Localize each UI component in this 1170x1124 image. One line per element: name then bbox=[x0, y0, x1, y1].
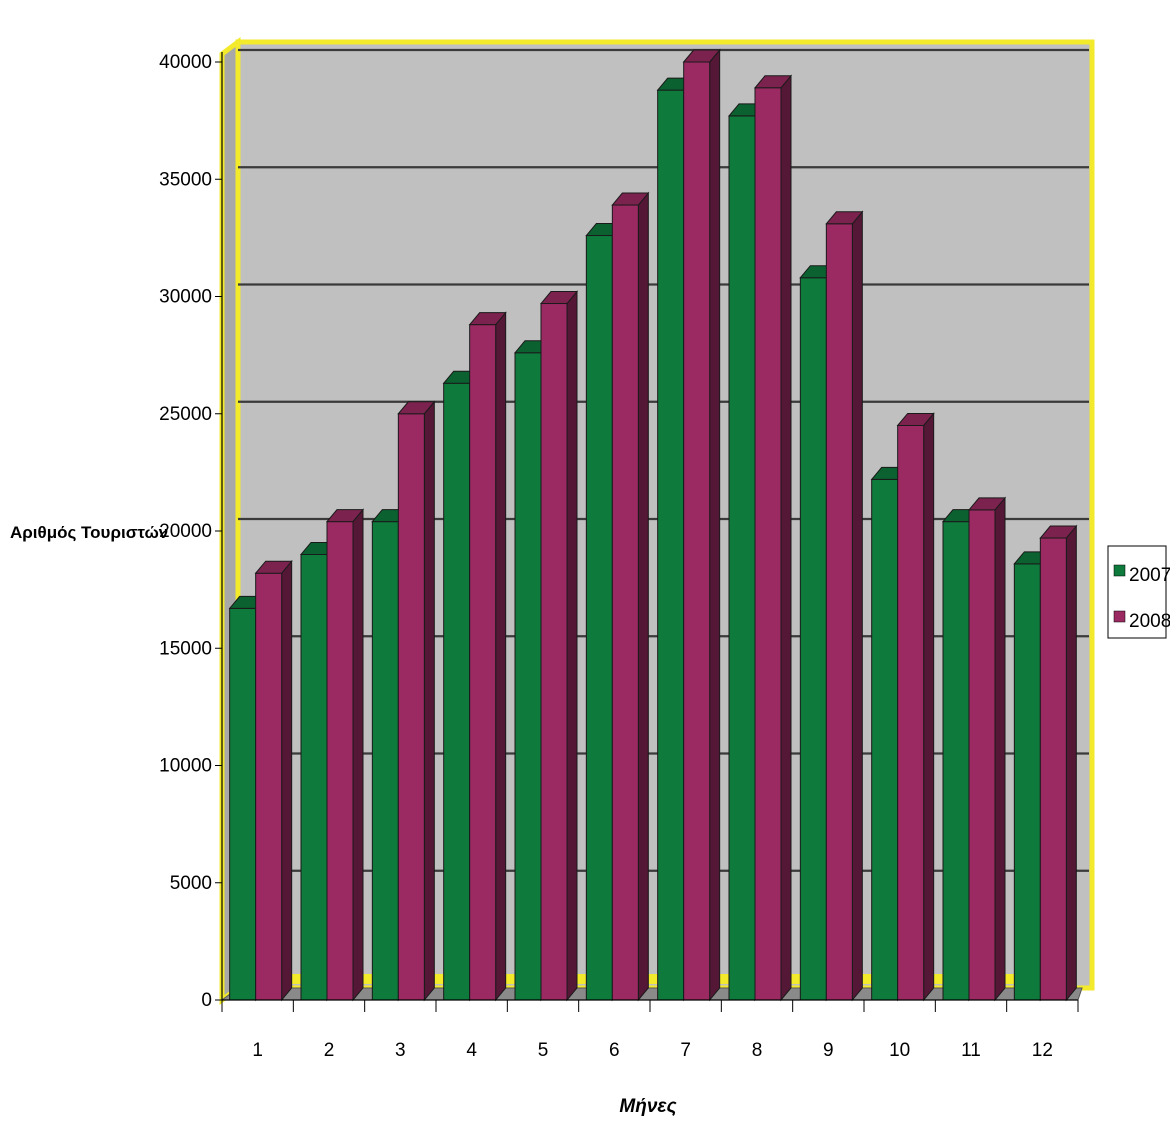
y-tick-label: 0 bbox=[201, 990, 212, 1011]
bar-front-face bbox=[683, 61, 711, 1001]
bar-2008-month-9 bbox=[825, 210, 864, 1002]
bar-front-face bbox=[540, 303, 568, 1001]
bar-front-face bbox=[371, 521, 399, 1001]
bar-front-face bbox=[585, 235, 613, 1001]
bar-front-face bbox=[300, 553, 328, 1001]
bar-front-face bbox=[728, 115, 756, 1001]
bar-side-face bbox=[495, 311, 507, 1002]
x-tick-label: 5 bbox=[538, 1040, 549, 1061]
bar-front-face bbox=[968, 509, 996, 1001]
bar-top-face bbox=[468, 312, 507, 326]
bar-side-face bbox=[709, 48, 721, 1002]
y-axis-label: Αριθμός Τουριστών bbox=[10, 523, 168, 542]
x-tick-label: 7 bbox=[680, 1040, 691, 1061]
bar-front-face bbox=[514, 352, 542, 1001]
bar-2008-month-10 bbox=[896, 412, 935, 1002]
legend-box bbox=[1107, 545, 1167, 639]
x-tick-label: 8 bbox=[752, 1040, 763, 1061]
y-tick-label: 20000 bbox=[159, 521, 212, 542]
bar-front-face bbox=[611, 204, 639, 1001]
y-tick-label: 15000 bbox=[159, 638, 212, 659]
bar-front-face bbox=[897, 424, 925, 1001]
x-tick-label: 10 bbox=[889, 1040, 910, 1061]
y-tick-label: 40000 bbox=[159, 52, 212, 73]
x-axis-label: Μήνες bbox=[619, 1096, 677, 1117]
bar-top-face bbox=[896, 412, 935, 426]
bar-2008-month-5 bbox=[539, 290, 579, 1002]
bar-side-face bbox=[1065, 524, 1077, 1002]
bar-front-face bbox=[229, 607, 257, 1001]
axes: 0 5000 10000 15000 20000 25000 30000 35000 40000… bbox=[159, 52, 1079, 1061]
bar-side-face bbox=[780, 74, 792, 1002]
bar-2008-month-6 bbox=[611, 191, 650, 1002]
bar-front-face bbox=[799, 277, 827, 1001]
bar-2008-month-8 bbox=[753, 74, 793, 1002]
bar-front-face bbox=[326, 521, 354, 1001]
y-tick-label: 35000 bbox=[159, 169, 212, 190]
x-tick-label: 3 bbox=[395, 1040, 406, 1061]
bar-side-face bbox=[423, 400, 435, 1002]
bar-top-face bbox=[254, 560, 293, 574]
bar-2008-month-1 bbox=[254, 559, 293, 1002]
bars bbox=[228, 48, 1078, 1002]
bar-2008-month-12 bbox=[1039, 524, 1078, 1002]
bar-2008-month-2 bbox=[325, 508, 365, 1002]
bar-top-face bbox=[825, 211, 864, 225]
bar-top-face bbox=[325, 509, 365, 523]
bar-front-face bbox=[1039, 537, 1067, 1001]
bar-2008-month-7 bbox=[682, 48, 721, 1002]
legend-label-2007: 2007 bbox=[1129, 565, 1170, 586]
x-tick-label: 2 bbox=[324, 1040, 335, 1061]
x-tick-label: 4 bbox=[466, 1040, 477, 1061]
bar-side-face bbox=[352, 508, 364, 1002]
y-tick-label: 30000 bbox=[159, 287, 212, 308]
bar-front-face bbox=[469, 324, 497, 1001]
y-tick-label: 25000 bbox=[159, 404, 212, 425]
bar-side-face bbox=[923, 412, 935, 1002]
legend-label-2008: 2008 bbox=[1129, 611, 1170, 632]
legend-swatch-2007 bbox=[1113, 564, 1126, 577]
bar-2008-month-4 bbox=[468, 311, 507, 1002]
x-tick-label: 9 bbox=[823, 1040, 834, 1061]
bar-side-face bbox=[281, 559, 293, 1002]
bar-front-face bbox=[443, 382, 471, 1001]
bar-side-face bbox=[851, 210, 863, 1002]
bar-2008-month-3 bbox=[397, 400, 436, 1002]
x-tick-label: 1 bbox=[252, 1040, 263, 1061]
x-tick-label: 11 bbox=[961, 1040, 981, 1061]
bar-front-face bbox=[871, 478, 899, 1001]
x-tick-label: 12 bbox=[1032, 1040, 1053, 1061]
bar-front-face bbox=[754, 87, 782, 1001]
bar-front-face bbox=[942, 521, 970, 1001]
bar-front-face bbox=[657, 89, 685, 1001]
bar-side-face bbox=[637, 191, 649, 1002]
bar-top-face bbox=[967, 497, 1007, 511]
y-tick-label: 5000 bbox=[170, 873, 212, 894]
legend-swatch-2008 bbox=[1113, 610, 1126, 623]
bar-side-face bbox=[994, 496, 1006, 1002]
bar-front-face bbox=[397, 413, 425, 1001]
y-tick-label: 10000 bbox=[159, 756, 212, 777]
bar-top-face bbox=[1039, 525, 1078, 539]
x-tick-label: 6 bbox=[609, 1040, 620, 1061]
bar-top-face bbox=[753, 75, 793, 89]
bar-side-face bbox=[566, 290, 578, 1002]
bar-top-face bbox=[682, 49, 721, 63]
bar-top-face bbox=[539, 291, 579, 305]
bar-top-face bbox=[611, 192, 650, 206]
bar-front-face bbox=[255, 572, 283, 1001]
bar-front-face bbox=[825, 223, 853, 1001]
bar-2008-month-11 bbox=[967, 496, 1007, 1002]
bar-top-face bbox=[397, 401, 436, 415]
legend: 2007 2008 bbox=[1107, 545, 1170, 639]
bar-front-face bbox=[1013, 563, 1041, 1001]
